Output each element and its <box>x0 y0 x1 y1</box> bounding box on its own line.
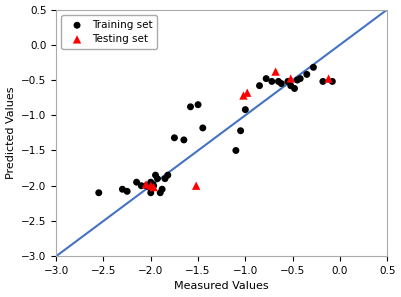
Training set <box>162 176 168 181</box>
Testing set <box>240 93 247 98</box>
Training set <box>154 176 161 181</box>
Training set <box>275 79 282 84</box>
Training set <box>195 102 201 107</box>
X-axis label: Measured Values: Measured Values <box>174 282 269 291</box>
Training set <box>148 180 154 184</box>
Training set <box>152 173 159 178</box>
Training set <box>278 81 284 86</box>
Training set <box>329 79 336 84</box>
Training set <box>150 183 157 188</box>
Testing set <box>148 183 154 188</box>
Training set <box>263 76 269 81</box>
Training set <box>256 83 263 88</box>
Testing set <box>272 69 279 74</box>
Training set <box>157 190 164 195</box>
Testing set <box>244 90 251 95</box>
Training set <box>242 107 249 112</box>
Training set <box>285 79 291 84</box>
Training set <box>164 173 171 178</box>
Testing set <box>150 185 157 189</box>
Training set <box>146 185 152 189</box>
Training set <box>148 190 154 195</box>
Training set <box>304 72 310 77</box>
Training set <box>171 135 178 140</box>
Training set <box>159 187 165 192</box>
Training set <box>95 190 102 195</box>
Training set <box>320 79 326 84</box>
Testing set <box>193 183 199 188</box>
Training set <box>119 187 126 192</box>
Testing set <box>143 182 149 187</box>
Training set <box>138 183 144 188</box>
Training set <box>134 180 140 184</box>
Training set <box>150 182 156 187</box>
Training set <box>291 86 298 91</box>
Training set <box>294 78 301 82</box>
Training set <box>269 79 275 84</box>
Training set <box>181 138 187 142</box>
Training set <box>200 126 206 130</box>
Testing set <box>325 76 332 81</box>
Training set <box>124 189 130 194</box>
Y-axis label: Predicted Values: Predicted Values <box>6 87 16 179</box>
Testing set <box>288 76 294 81</box>
Legend: Training set, Testing set: Training set, Testing set <box>61 15 158 49</box>
Training set <box>237 128 244 133</box>
Training set <box>187 105 194 109</box>
Training set <box>143 183 149 188</box>
Training set <box>233 148 239 153</box>
Training set <box>297 76 304 81</box>
Training set <box>310 65 317 70</box>
Training set <box>288 83 294 88</box>
